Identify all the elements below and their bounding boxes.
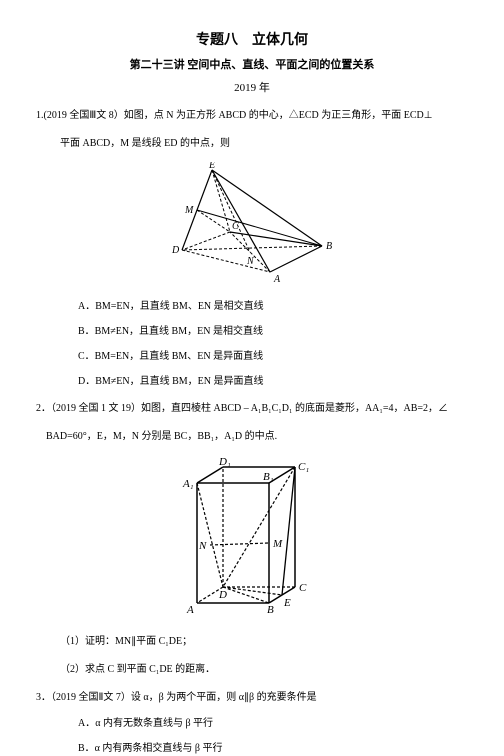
q3-stem: 3．（2019 全国Ⅱ文 7）设 α，β 为两个平面，则 α∥β 的充要条件是 [36,688,468,708]
q3-choice-b: B．α 内有两条相交直线与 β 平行 [36,741,468,756]
q1-stem-line1: 1.(2019 全国Ⅲ文 8）如图，点 N 为正方形 ABCD 的中心，△ECD… [36,106,468,126]
svg-text:A: A [273,274,281,282]
q2-figure: A₁ B₁ C₁ D₁ A B C D E M N [36,455,468,620]
svg-text:N: N [198,540,207,552]
svg-text:C: C [299,582,307,594]
svg-text:C₁: C₁ [298,461,309,473]
title-sub: 第二十三讲 空间中点、直线、平面之间的位置关系 [36,57,468,74]
svg-text:M: M [184,205,194,216]
svg-text:D: D [218,589,227,601]
q1-choice-d: D．BM≠EN，且直线 BM，EN 是异面直线 [36,374,468,389]
svg-text:E: E [283,597,291,609]
q2-stem-line2: BAD=60°，E，M，N 分别是 BC，BB₁，A₁D 的中点. [36,427,468,447]
svg-text:M: M [272,538,283,550]
q2-part2: （2）求点 C 到平面 C₁DE 的距离． [36,660,468,680]
q1-stem-line2: 平面 ABCD，M 是线段 ED 的中点，则 [36,134,468,154]
svg-text:B: B [326,241,332,252]
q1-choice-a: A．BM=EN，且直线 BM、EN 是相交直线 [36,299,468,314]
q2-part1: （1）证明：MN∥平面 C₁DE； [36,632,468,652]
svg-text:N: N [246,256,255,267]
title-main: 专题八 立体几何 [36,30,468,51]
q2-stem-line1: 2．（2019 全国 1 文 19）如图，直四棱柱 ABCD – A₁B₁C₁D… [36,399,468,419]
svg-text:A: A [186,604,194,615]
svg-text:E: E [208,162,215,171]
q1-choice-b: B．BM≠EN，且直线 BM，EN 是相交直线 [36,324,468,339]
svg-text:D: D [171,245,180,256]
svg-text:C: C [232,221,239,232]
q3-choice-a: A．α 内有无数条直线与 β 平行 [36,716,468,731]
title-year: 2019 年 [36,80,468,97]
svg-text:D₁: D₁ [218,456,231,468]
svg-text:B: B [267,604,274,615]
q1-figure: E M D C N B A [36,162,468,287]
q1-choice-c: C．BM=EN，且直线 BM、EN 是异面直线 [36,349,468,364]
svg-text:B₁: B₁ [263,471,274,483]
svg-text:A₁: A₁ [182,478,194,490]
